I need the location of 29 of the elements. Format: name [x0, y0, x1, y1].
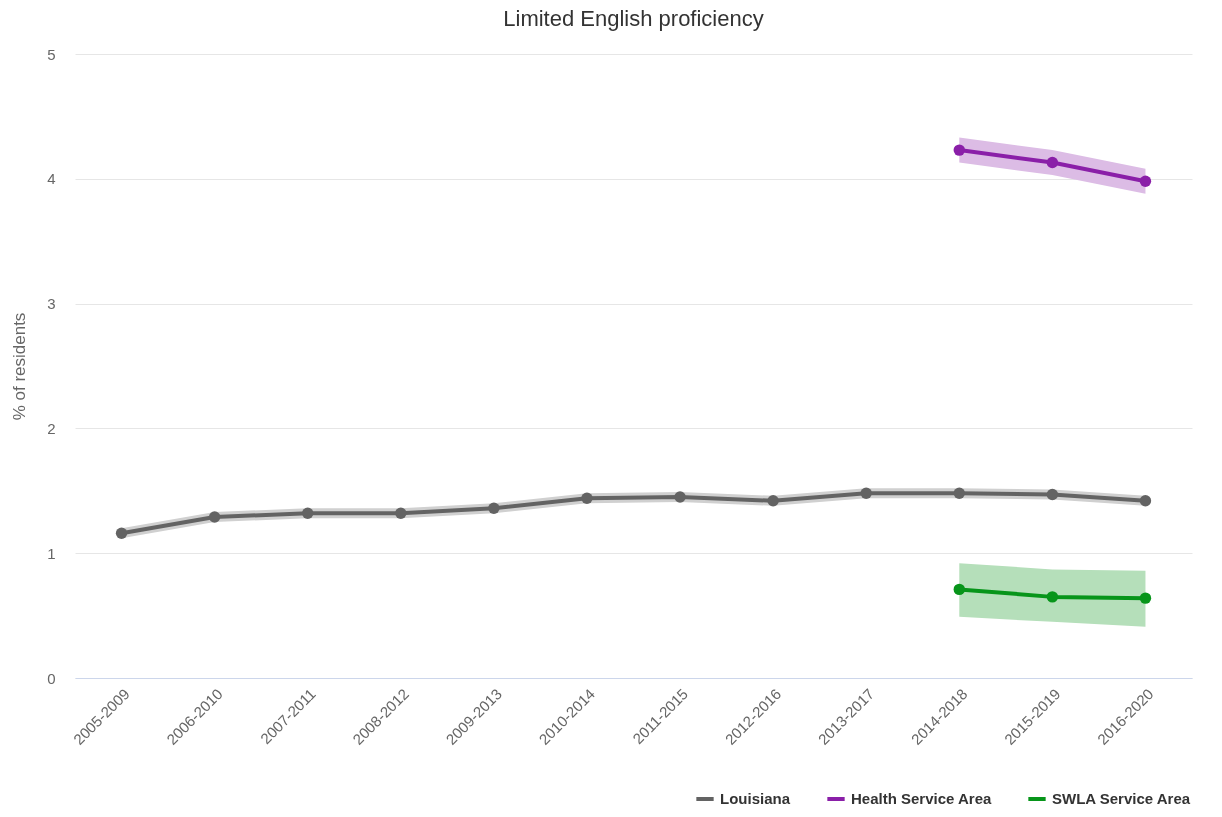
point: [1139, 592, 1152, 604]
point: [1139, 495, 1152, 507]
point: [115, 527, 128, 539]
legend-label: Louisiana: [720, 790, 791, 807]
point: [860, 487, 872, 499]
y-axis-title: % of residents: [10, 312, 30, 421]
y-tick-label: 0: [47, 669, 56, 687]
point: [395, 507, 407, 519]
y-tick-label: 3: [47, 295, 56, 313]
point: [208, 511, 221, 523]
point: [674, 491, 686, 503]
point: [1046, 591, 1059, 603]
y-tick-label: 2: [47, 419, 56, 437]
point: [767, 495, 779, 507]
legend-label: SWLA Service Area: [1052, 790, 1191, 807]
chart-title: Limited English proficiency: [503, 6, 764, 31]
point: [1046, 488, 1059, 501]
point: [581, 492, 593, 504]
y-tick-label: 5: [47, 45, 56, 63]
point: [953, 583, 965, 596]
point: [302, 507, 314, 519]
y-tick-label: 1: [47, 544, 56, 562]
point: [953, 144, 965, 156]
point: [953, 487, 965, 499]
y-tick-label: 4: [47, 170, 56, 188]
legend-label: Health Service Area: [851, 790, 993, 807]
point: [1139, 175, 1152, 187]
point: [1046, 156, 1059, 169]
point: [488, 502, 500, 514]
